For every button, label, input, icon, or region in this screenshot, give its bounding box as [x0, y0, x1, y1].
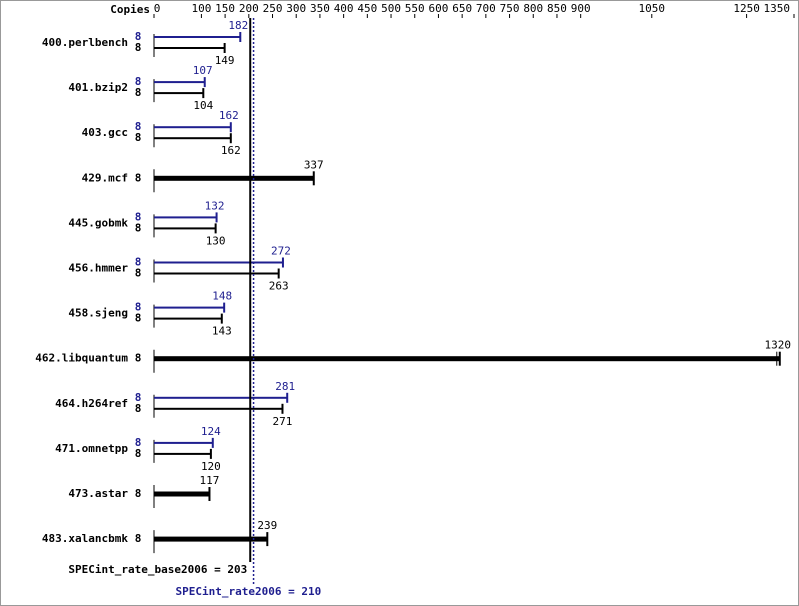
copies: 8	[135, 301, 142, 314]
copies: 8	[135, 447, 142, 460]
bar	[154, 407, 283, 410]
x-tick-label: 750	[500, 2, 520, 15]
value-label: 271	[273, 415, 293, 428]
x-tick-label: 500	[381, 2, 401, 15]
bar	[154, 491, 210, 497]
x-tick-label: 1050	[639, 2, 666, 15]
value-label: 107	[193, 64, 213, 77]
bar	[154, 175, 314, 181]
copies: 8	[135, 86, 142, 99]
bar	[154, 441, 213, 444]
value-label: 132	[205, 199, 225, 212]
bar	[154, 356, 780, 362]
x-tick-label: 850	[547, 2, 567, 15]
copies: 8	[135, 75, 142, 88]
value-label: 182	[228, 19, 248, 32]
copies: 8	[135, 352, 142, 365]
copies: 8	[135, 41, 142, 54]
x-tick-label: 200	[239, 2, 259, 15]
value-label: 162	[221, 144, 241, 157]
x-tick-label: 700	[476, 2, 496, 15]
x-tick-label: 350	[310, 2, 330, 15]
value-label: 281	[275, 380, 295, 393]
category-label: 483.xalancbmk	[42, 532, 128, 545]
category-label: 456.hmmer	[68, 262, 128, 275]
x-tick-label: 450	[357, 2, 377, 15]
x-tick-label: 550	[405, 2, 425, 15]
bar	[154, 317, 222, 320]
bar	[154, 137, 231, 140]
x-tick-label: 650	[452, 2, 472, 15]
bar	[154, 452, 211, 455]
category-label: 429.mcf	[82, 171, 128, 184]
value-label: 120	[201, 460, 221, 473]
x-tick-label: 0	[154, 2, 161, 15]
reference-label: SPECint_rate2006 = 210	[176, 585, 322, 598]
value-label: 124	[201, 425, 221, 438]
copies: 8	[135, 532, 142, 545]
copies: 8	[135, 171, 142, 184]
bar	[154, 272, 279, 275]
value-label: 337	[304, 158, 324, 171]
category-label: 403.gcc	[82, 126, 128, 139]
value-label: 148	[212, 290, 232, 303]
value-label: 162	[219, 109, 239, 122]
category-label: 445.gobmk	[68, 216, 128, 229]
copies: 8	[135, 391, 142, 404]
copies: 8	[135, 210, 142, 223]
copies: 8	[135, 30, 142, 43]
category-label: 401.bzip2	[68, 81, 128, 94]
x-tick-label: 900	[571, 2, 591, 15]
value-label: 130	[206, 234, 226, 247]
value-label: 104	[193, 99, 213, 112]
x-tick-label: 250	[263, 2, 283, 15]
copies: 8	[135, 120, 142, 133]
bar	[154, 306, 225, 309]
copies: 8	[135, 487, 142, 500]
bar	[154, 261, 283, 264]
bar	[154, 92, 204, 95]
copies: 8	[135, 436, 142, 449]
reference-label: SPECint_rate_base2006 = 203	[68, 563, 247, 576]
category-label: 462.libquantum	[35, 352, 128, 365]
category-label: 400.perlbench	[42, 36, 128, 49]
value-label: 272	[271, 245, 291, 258]
copies-header: Copies	[110, 3, 150, 16]
bar	[154, 216, 217, 219]
category-label: 464.h264ref	[55, 397, 128, 410]
value-label: 239	[257, 519, 277, 532]
bar	[154, 126, 231, 129]
copies: 8	[135, 402, 142, 415]
copies: 8	[135, 256, 142, 269]
bar	[154, 536, 268, 542]
x-tick-label: 1350	[764, 2, 791, 15]
category-label: 473.astar	[68, 487, 128, 500]
bar	[154, 47, 225, 49]
x-tick-label: 800	[523, 2, 543, 15]
copies: 8	[135, 312, 142, 325]
bar	[154, 227, 216, 230]
value-label: 143	[212, 325, 232, 338]
x-tick-label: 150	[215, 2, 235, 15]
x-tick-label: 400	[334, 2, 354, 15]
x-tick-label: 1250	[733, 2, 760, 15]
x-tick-label: 300	[286, 2, 306, 15]
value-label: 149	[215, 54, 235, 67]
x-tick-label: 100	[191, 2, 211, 15]
category-label: 458.sjeng	[68, 307, 128, 320]
x-tick-label: 600	[429, 2, 449, 15]
copies: 8	[135, 131, 142, 144]
value-label: 1320	[765, 339, 792, 352]
bar	[154, 36, 241, 38]
value-label: 117	[200, 474, 220, 487]
copies: 8	[135, 221, 142, 234]
bar	[154, 81, 205, 84]
bar	[154, 396, 288, 399]
value-label: 263	[269, 280, 289, 293]
copies: 8	[135, 267, 142, 280]
category-label: 471.omnetpp	[55, 442, 128, 455]
